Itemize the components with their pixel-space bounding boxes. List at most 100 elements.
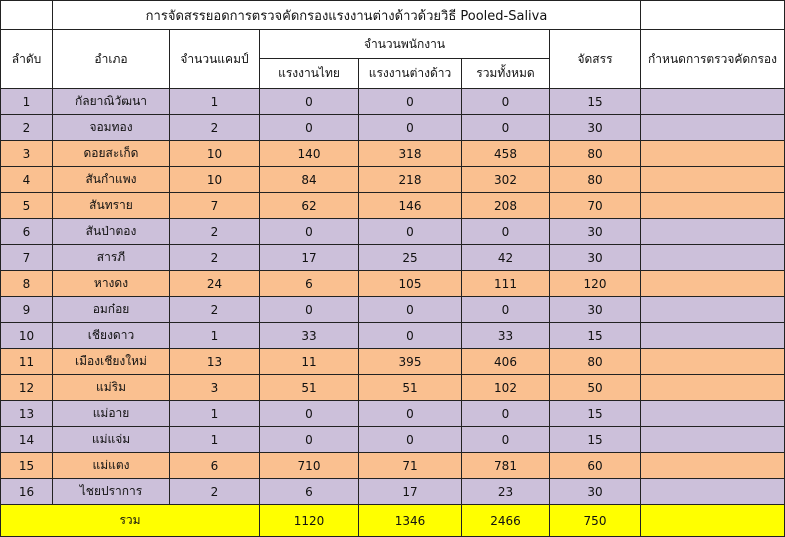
cell-camps: 10 bbox=[169, 140, 260, 167]
cell-allocation: 30 bbox=[548, 114, 642, 141]
totals-total: 2466 bbox=[461, 504, 550, 537]
totals-allocation: 750 bbox=[548, 504, 642, 537]
cell-thai: 6 bbox=[259, 478, 359, 505]
cell-foreign: 25 bbox=[358, 244, 462, 271]
cell-schedule bbox=[640, 88, 785, 115]
cell-order: 5 bbox=[0, 192, 53, 219]
header-order: ลำดับ bbox=[0, 29, 53, 89]
cell-order: 12 bbox=[0, 374, 53, 401]
cell-thai: 0 bbox=[259, 296, 359, 323]
table-row: 12 แม่ริม 3 51 51 102 50 bbox=[0, 374, 785, 401]
cell-camps: 13 bbox=[169, 348, 260, 375]
table-row: 13 แม่อาย 1 0 0 0 15 bbox=[0, 400, 785, 427]
cell-schedule bbox=[640, 114, 785, 141]
table-row: 7 สารภี 2 17 25 42 30 bbox=[0, 244, 785, 271]
cell-district: สารภี bbox=[52, 244, 170, 271]
header-total: รวมทั้งหมด bbox=[461, 58, 550, 89]
totals-thai: 1120 bbox=[259, 504, 359, 537]
cell-allocation: 15 bbox=[548, 88, 642, 115]
cell-total: 111 bbox=[461, 270, 550, 297]
header-employees: จำนวนพนักงาน bbox=[259, 29, 550, 59]
cell-thai: 6 bbox=[259, 270, 359, 297]
cell-schedule bbox=[640, 270, 785, 297]
cell-total: 0 bbox=[461, 296, 550, 323]
cell-schedule bbox=[640, 322, 785, 349]
cell-allocation: 120 bbox=[548, 270, 642, 297]
cell-total: 302 bbox=[461, 166, 550, 193]
cell-total: 458 bbox=[461, 140, 550, 167]
cell-camps: 10 bbox=[169, 166, 260, 193]
cell-camps: 2 bbox=[169, 218, 260, 245]
cell-allocation: 30 bbox=[548, 296, 642, 323]
totals-label: รวม bbox=[0, 504, 260, 537]
cell-total: 781 bbox=[461, 452, 550, 479]
cell-order: 9 bbox=[0, 296, 53, 323]
header-thai: แรงงานไทย bbox=[259, 58, 359, 89]
cell-order: 11 bbox=[0, 348, 53, 375]
cell-camps: 1 bbox=[169, 322, 260, 349]
cell-total: 0 bbox=[461, 426, 550, 453]
cell-district: แม่แจ่ม bbox=[52, 426, 170, 453]
cell-allocation: 80 bbox=[548, 348, 642, 375]
cell-foreign: 0 bbox=[358, 400, 462, 427]
cell-schedule bbox=[640, 166, 785, 193]
cell-foreign: 105 bbox=[358, 270, 462, 297]
header-foreign: แรงงานต่างด้าว bbox=[358, 58, 462, 89]
table-row: 9 อมก๋อย 2 0 0 0 30 bbox=[0, 296, 785, 323]
cell-district: สันกำแพง bbox=[52, 166, 170, 193]
table-row: 2 จอมทอง 2 0 0 0 30 bbox=[0, 114, 785, 141]
cell-order: 1 bbox=[0, 88, 53, 115]
table-row: 6 สันป่าตอง 2 0 0 0 30 bbox=[0, 218, 785, 245]
cell-allocation: 80 bbox=[548, 166, 642, 193]
cell-foreign: 51 bbox=[358, 374, 462, 401]
cell-schedule bbox=[640, 348, 785, 375]
cell-schedule bbox=[640, 244, 785, 271]
cell-total: 0 bbox=[461, 400, 550, 427]
cell-allocation: 30 bbox=[548, 244, 642, 271]
cell-schedule bbox=[640, 218, 785, 245]
cell-district: จอมทอง bbox=[52, 114, 170, 141]
cell-allocation: 30 bbox=[548, 478, 642, 505]
cell-thai: 0 bbox=[259, 400, 359, 427]
subheader-row: แรงงานไทย แรงงานต่างด้าว รวมทั้งหมด bbox=[1, 58, 785, 89]
table-row: 5 สันทราย 7 62 146 208 70 bbox=[0, 192, 785, 219]
cell-allocation: 50 bbox=[548, 374, 642, 401]
cell-foreign: 71 bbox=[358, 452, 462, 479]
cell-schedule bbox=[640, 478, 785, 505]
cell-schedule bbox=[640, 296, 785, 323]
cell-total: 102 bbox=[461, 374, 550, 401]
title-row: การจัดสรรยอดการตรวจคัดกรองแรงงานต่างด้าว… bbox=[0, 0, 785, 30]
cell-camps: 2 bbox=[169, 478, 260, 505]
cell-district: ไชยปราการ bbox=[52, 478, 170, 505]
cell-district: เชียงดาว bbox=[52, 322, 170, 349]
cell-thai: 0 bbox=[259, 218, 359, 245]
totals-foreign: 1346 bbox=[358, 504, 462, 537]
cell-camps: 1 bbox=[169, 426, 260, 453]
cell-district: หางดง bbox=[52, 270, 170, 297]
table-row: 10 เชียงดาว 1 33 0 33 15 bbox=[0, 322, 785, 349]
cell-schedule bbox=[640, 192, 785, 219]
cell-thai: 62 bbox=[259, 192, 359, 219]
cell-camps: 24 bbox=[169, 270, 260, 297]
cell-schedule bbox=[640, 400, 785, 427]
cell-order: 8 bbox=[0, 270, 53, 297]
cell-foreign: 218 bbox=[358, 166, 462, 193]
table-row: 4 สันกำแพง 10 84 218 302 80 bbox=[0, 166, 785, 193]
cell-district: สันทราย bbox=[52, 192, 170, 219]
cell-camps: 2 bbox=[169, 244, 260, 271]
header-schedule: กำหนดการตรวจคัดกรอง bbox=[640, 29, 785, 89]
table-row: 3 ดอยสะเก็ด 10 140 318 458 80 bbox=[0, 140, 785, 167]
cell-order: 3 bbox=[0, 140, 53, 167]
cell-schedule bbox=[640, 140, 785, 167]
table-row: 14 แม่แจ่ม 1 0 0 0 15 bbox=[0, 426, 785, 453]
table-row: 1 กัลยาณิวัฒนา 1 0 0 0 15 bbox=[0, 88, 785, 115]
cell-camps: 2 bbox=[169, 114, 260, 141]
cell-total: 208 bbox=[461, 192, 550, 219]
cell-district: ดอยสะเก็ด bbox=[52, 140, 170, 167]
cell-total: 0 bbox=[461, 218, 550, 245]
cell-foreign: 0 bbox=[358, 114, 462, 141]
cell-total: 42 bbox=[461, 244, 550, 271]
cell-allocation: 30 bbox=[548, 218, 642, 245]
cell-thai: 51 bbox=[259, 374, 359, 401]
